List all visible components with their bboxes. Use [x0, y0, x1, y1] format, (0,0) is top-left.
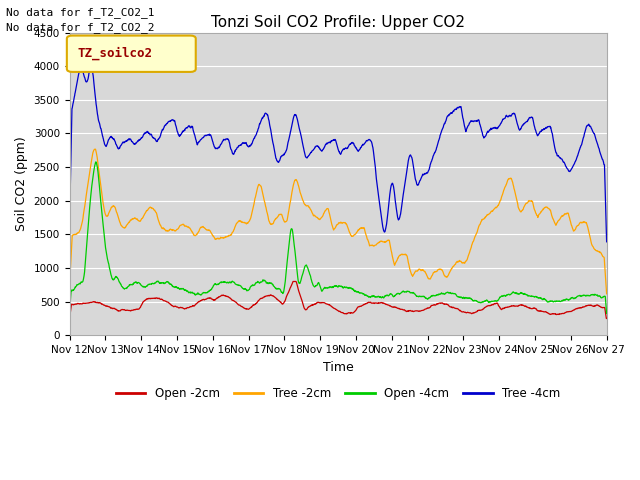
Title: Tonzi Soil CO2 Profile: Upper CO2: Tonzi Soil CO2 Profile: Upper CO2 [211, 15, 465, 30]
Tree -2cm [588, 240, 595, 246]
Y-axis label: Soil CO2 (ppm): Soil CO2 (ppm) [15, 136, 28, 231]
Open -4cm [489, 299, 497, 304]
Tree -4cm [66, 222, 74, 228]
Tree -4cm [93, 109, 101, 115]
Tree -2cm [588, 239, 595, 245]
Text: No data for f_T2_CO2_1: No data for f_T2_CO2_1 [6, 7, 155, 18]
Tree -4cm [603, 239, 611, 245]
Tree -2cm [327, 218, 335, 224]
Open -2cm [327, 303, 335, 309]
Tree -2cm [603, 291, 611, 297]
X-axis label: Time: Time [323, 360, 353, 373]
Text: TZ_soilco2: TZ_soilco2 [77, 47, 152, 60]
Tree -4cm [327, 138, 335, 144]
Open -4cm [66, 310, 74, 315]
Line: Tree -2cm: Tree -2cm [70, 149, 607, 294]
Open -2cm [489, 301, 497, 307]
Tree -4cm [588, 125, 595, 131]
Tree -4cm [489, 126, 497, 132]
Tree -4cm [313, 143, 321, 149]
Text: No data for f_T2_CO2_2: No data for f_T2_CO2_2 [6, 22, 155, 33]
Open -4cm [327, 284, 335, 290]
Open -4cm [588, 292, 595, 298]
Tree -2cm [92, 146, 99, 152]
Open -2cm [313, 300, 321, 306]
Tree -4cm [588, 125, 595, 131]
Line: Tree -4cm: Tree -4cm [70, 67, 607, 242]
Open -4cm [92, 159, 100, 165]
Line: Open -4cm: Open -4cm [70, 162, 607, 313]
Open -2cm [66, 316, 74, 322]
Line: Open -2cm: Open -2cm [70, 281, 607, 319]
Open -4cm [603, 311, 611, 316]
Open -4cm [93, 164, 101, 169]
Tree -2cm [313, 215, 321, 220]
Open -2cm [289, 278, 297, 284]
Open -2cm [588, 302, 595, 308]
Open -2cm [603, 316, 611, 322]
Tree -2cm [489, 208, 497, 214]
Tree -4cm [87, 64, 95, 70]
FancyBboxPatch shape [67, 36, 196, 72]
Open -2cm [93, 300, 100, 305]
Open -4cm [313, 283, 321, 288]
Open -2cm [588, 302, 595, 308]
Tree -2cm [66, 283, 74, 288]
Legend: Open -2cm, Tree -2cm, Open -4cm, Tree -4cm: Open -2cm, Tree -2cm, Open -4cm, Tree -4… [111, 383, 565, 405]
Tree -2cm [93, 155, 101, 160]
Open -4cm [588, 292, 595, 298]
